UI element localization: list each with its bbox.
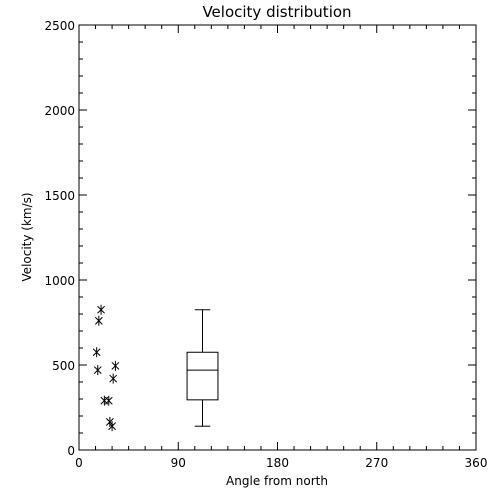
data-point	[94, 315, 103, 326]
y-tick-label: 1500	[44, 189, 75, 203]
y-axis: 0 500 1000 1500 2000 2500	[44, 19, 476, 458]
y-tick-label: 0	[67, 444, 75, 458]
chart-title: Velocity distribution	[202, 3, 351, 21]
y-tick-label: 500	[52, 359, 75, 373]
data-point	[109, 373, 118, 384]
x-axis-label: Angle from north	[226, 474, 328, 488]
box-iqr	[186, 351, 219, 401]
data-point	[104, 395, 113, 406]
x-tick-label: 0	[75, 456, 83, 470]
data-point	[97, 304, 105, 315]
x-axis: 0 90 180 270 360	[75, 25, 487, 470]
x-tick-label: 90	[171, 456, 186, 470]
y-axis-label: Velocity (km/s)	[20, 192, 34, 281]
y-tick-label: 2500	[44, 19, 75, 33]
y-tick-label: 1000	[44, 274, 75, 288]
x-tick-label: 180	[266, 456, 289, 470]
y-tick-label: 2000	[44, 104, 75, 118]
box-plot	[186, 309, 219, 427]
plot-frame	[78, 24, 477, 451]
x-tick-label: 270	[365, 456, 388, 470]
data-point	[100, 395, 109, 406]
data-point	[92, 347, 101, 358]
data-point	[93, 365, 102, 376]
data-point	[111, 360, 120, 371]
x-tick-label: 360	[465, 456, 488, 470]
data-point	[108, 421, 116, 432]
scatter-points	[92, 304, 120, 432]
